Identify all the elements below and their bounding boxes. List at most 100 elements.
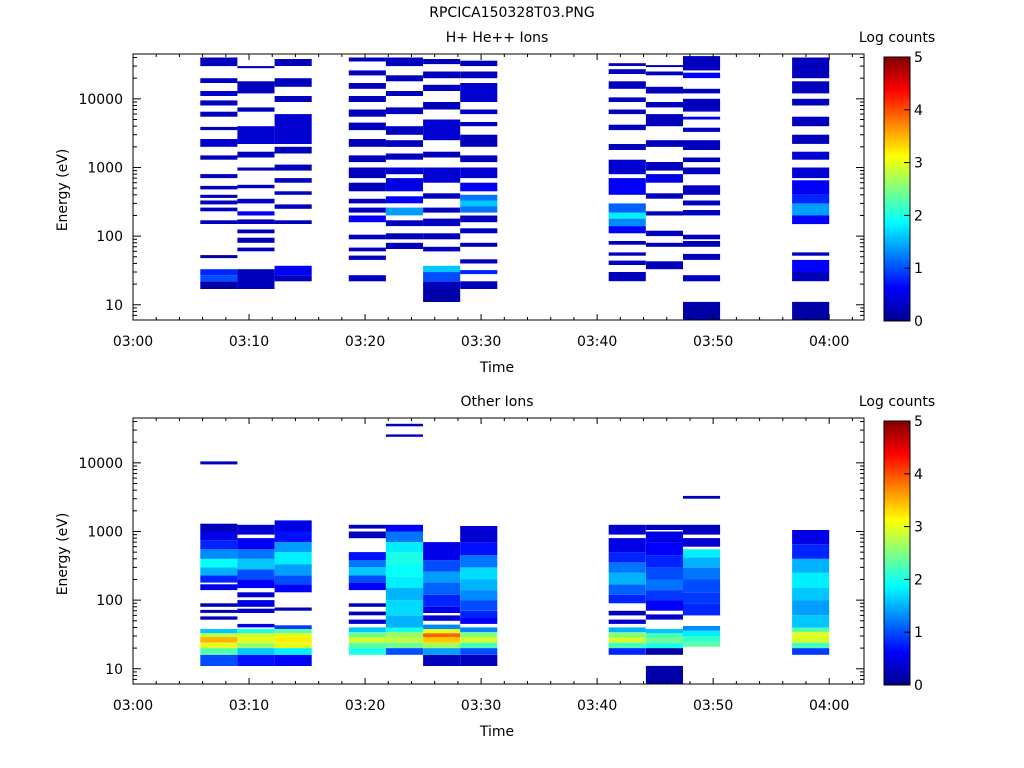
heatmap-cell bbox=[385, 542, 423, 553]
heatmap-cell bbox=[683, 630, 721, 636]
heatmap-cell bbox=[274, 114, 312, 144]
y-tick-label: 1000 bbox=[87, 524, 123, 540]
heatmap-cell bbox=[200, 100, 238, 106]
heatmap-cell bbox=[645, 542, 683, 556]
x-tick-label: 03:50 bbox=[693, 334, 733, 350]
heatmap-cell bbox=[200, 220, 238, 224]
heatmap-cell bbox=[645, 193, 683, 199]
heatmap-cell bbox=[460, 648, 498, 655]
heatmap-cell bbox=[645, 230, 683, 237]
heatmap-cell bbox=[645, 665, 683, 684]
plot-frame bbox=[132, 417, 865, 685]
heatmap-cell bbox=[200, 78, 238, 83]
heatmap-cell bbox=[200, 194, 238, 198]
heatmap-cell bbox=[683, 557, 721, 568]
heatmap-cell bbox=[200, 531, 238, 541]
x-ticks: 03:00 03:10 03:20 03:30 03:40 03:50 04:00 bbox=[113, 418, 853, 714]
heatmap-cell bbox=[348, 632, 386, 637]
heatmap-cell bbox=[237, 198, 275, 204]
heatmap-cell bbox=[274, 564, 312, 576]
heatmap-cell bbox=[792, 642, 830, 649]
heatmap-cell bbox=[645, 637, 683, 643]
heatmap-cell bbox=[385, 107, 423, 115]
heatmap-cell bbox=[460, 242, 498, 247]
heatmap-cell bbox=[645, 579, 683, 591]
heatmap-cell bbox=[348, 603, 386, 607]
x-tick-label: 03:00 bbox=[113, 334, 153, 350]
heatmap-cell bbox=[237, 642, 275, 649]
heatmap-cell bbox=[200, 281, 238, 289]
heatmap-cell bbox=[423, 560, 461, 572]
heatmap-cell bbox=[237, 184, 275, 189]
heatmap-cell bbox=[608, 226, 646, 234]
heatmap-cell bbox=[460, 627, 498, 633]
heatmap-cell bbox=[385, 531, 423, 543]
heatmap-cell bbox=[683, 56, 721, 71]
heatmap-cell bbox=[683, 603, 721, 616]
heatmap-cell bbox=[608, 203, 646, 213]
heatmap-cell bbox=[423, 654, 461, 666]
heatmap-cell bbox=[237, 126, 275, 144]
heatmap-cell bbox=[274, 220, 312, 224]
heatmap-cell bbox=[385, 153, 423, 160]
heatmap-cell bbox=[200, 174, 238, 179]
heatmap-cell bbox=[423, 193, 461, 199]
heatmap-cell bbox=[608, 538, 646, 553]
heatmap-cell bbox=[460, 215, 498, 223]
heatmap-cell bbox=[460, 83, 498, 102]
heatmap-cell bbox=[608, 69, 646, 74]
heatmap-cell bbox=[683, 538, 721, 547]
heatmap-cell bbox=[460, 71, 498, 79]
heatmap-cell bbox=[683, 88, 721, 94]
x-axis-label: Time bbox=[479, 360, 514, 376]
heatmap-cell bbox=[608, 562, 646, 573]
heatmap-cell bbox=[274, 275, 312, 282]
colorbar-label: Log counts bbox=[859, 30, 935, 46]
colorbar-label: Log counts bbox=[859, 394, 935, 410]
y-ticks: 10 100 1000 10000 bbox=[78, 57, 864, 321]
heatmap-cell bbox=[645, 590, 683, 601]
colorbar-ticks: 0 1 2 3 4 5 bbox=[904, 414, 923, 694]
heatmap-cell bbox=[645, 114, 683, 127]
heatmap-cell bbox=[645, 242, 683, 247]
heatmap-cell bbox=[423, 281, 461, 289]
x-tick-label: 04:00 bbox=[809, 334, 849, 350]
heatmap-cell bbox=[385, 648, 423, 655]
x-tick-label: 03:20 bbox=[345, 698, 385, 714]
heatmap-cell bbox=[423, 151, 461, 158]
heatmap-cell bbox=[237, 167, 275, 171]
heatmap-cell bbox=[792, 203, 830, 216]
heatmap-cell bbox=[460, 182, 498, 192]
heatmap-cell bbox=[237, 648, 275, 655]
heatmap-cell bbox=[460, 610, 498, 618]
heatmap-cell bbox=[385, 632, 423, 637]
heatmap-cell bbox=[200, 540, 238, 550]
heatmap-cell bbox=[274, 654, 312, 666]
heatmap-cell bbox=[423, 265, 461, 273]
heatmap-cell bbox=[348, 648, 386, 655]
heatmap-cell bbox=[423, 102, 461, 110]
x-tick-label: 03:50 bbox=[693, 698, 733, 714]
heatmap-cell bbox=[792, 134, 830, 144]
heatmap-cell bbox=[792, 151, 830, 160]
heatmap-cell bbox=[423, 246, 461, 252]
heatmap-cell bbox=[645, 555, 683, 568]
x-tick-label: 03:40 bbox=[577, 698, 617, 714]
heatmap-cell bbox=[274, 204, 312, 209]
heatmap-cell bbox=[200, 575, 238, 583]
heatmap-cell bbox=[200, 461, 238, 465]
heatmap-cell bbox=[460, 555, 498, 568]
heatmap-cell bbox=[423, 594, 461, 607]
colorbar-tick-label: 3 bbox=[914, 520, 923, 536]
heatmap-cell bbox=[423, 629, 461, 634]
heatmap-cell bbox=[423, 642, 461, 649]
heatmap-cell bbox=[200, 91, 238, 96]
heatmap-cell bbox=[385, 627, 423, 633]
heatmap-cell bbox=[200, 567, 238, 576]
heatmap-cell bbox=[423, 571, 461, 583]
heatmap-cell bbox=[348, 122, 386, 131]
heatmap-cell bbox=[792, 558, 830, 573]
heatmap-cell bbox=[274, 265, 312, 276]
heatmap-cell bbox=[683, 524, 721, 535]
heatmap-cell bbox=[460, 637, 498, 643]
